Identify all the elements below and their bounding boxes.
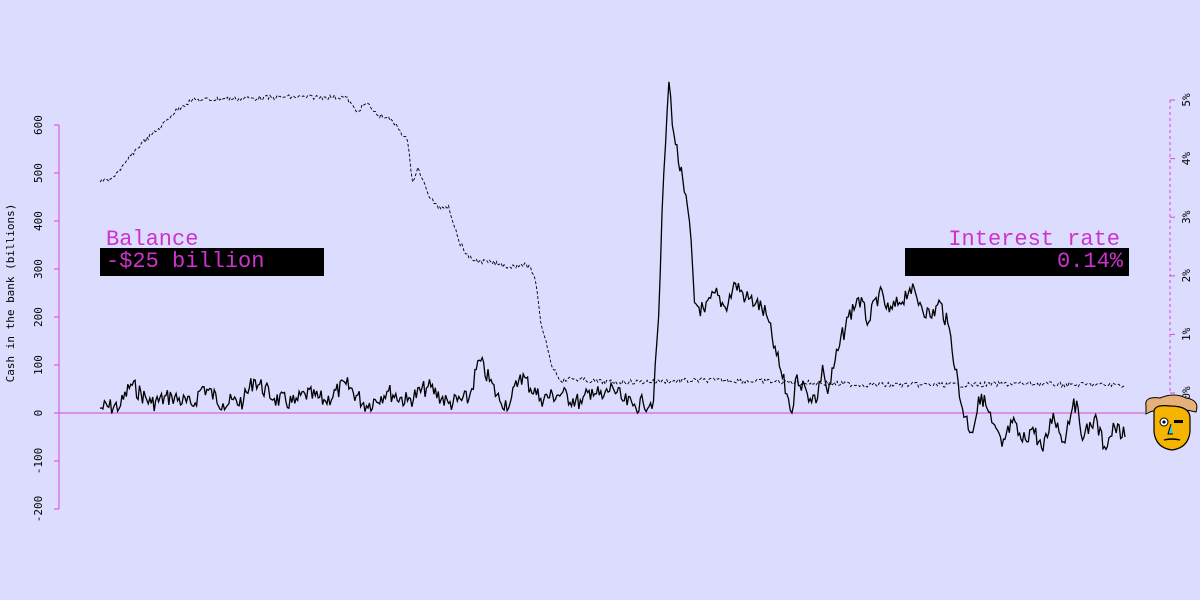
right-tick-label: 2%: [1180, 269, 1193, 283]
left-tick-label: 100: [32, 355, 45, 375]
left-tick-label: 600: [32, 115, 45, 135]
left-tick-label: 0: [32, 410, 45, 417]
left-tick-label: -100: [32, 448, 45, 475]
cartoon-face-icon: [1145, 394, 1198, 451]
interest-rate-value: 0.14%: [905, 248, 1129, 276]
left-tick-label: 200: [32, 307, 45, 327]
left-tick-label: 300: [32, 259, 45, 279]
right-tick-label: 4%: [1180, 152, 1193, 166]
left-tick-label: -200: [32, 496, 45, 523]
right-tick-label: 3%: [1180, 210, 1193, 224]
right-tick-label: 5%: [1180, 93, 1193, 107]
balance-title: Balance: [106, 227, 199, 252]
series-layer: [99, 81, 1126, 452]
right-tick-label: 1%: [1180, 327, 1193, 341]
y-axis-label: Cash in the bank (billions): [4, 204, 17, 383]
left-tick-label: 500: [32, 163, 45, 183]
balance-line: [99, 81, 1126, 452]
interest_rate-line: [99, 93, 1126, 389]
right-axis: 0% 1% 2% 3% 4% 5%: [1169, 93, 1193, 400]
left-tick-label: 400: [32, 211, 45, 231]
interest-rate-title: Interest rate: [948, 227, 1120, 252]
right-tick-label: 0%: [1180, 386, 1193, 400]
balance-value: -$25 billion: [100, 248, 324, 276]
left-axis: -200 -100 0 100 200 300 400 500 600: [32, 115, 60, 523]
